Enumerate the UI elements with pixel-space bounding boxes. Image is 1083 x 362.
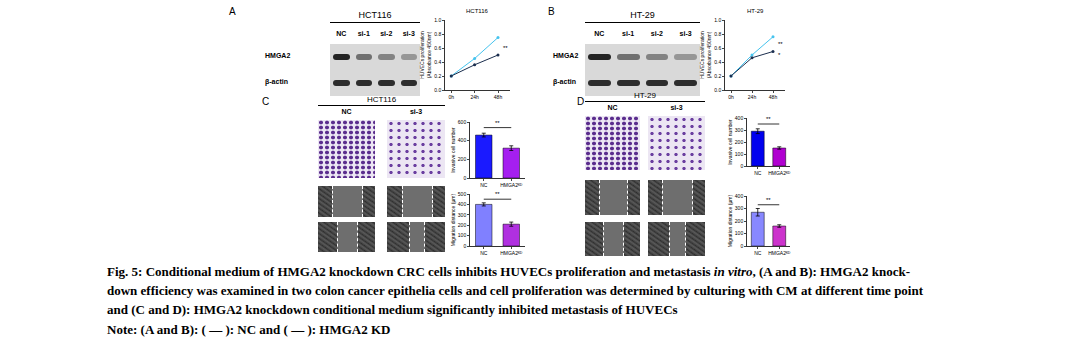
svg-text:**: ** [778,41,783,47]
html-text:NC: NC [336,30,347,37]
html-text:A: A [229,6,236,17]
svg-text:**: ** [766,116,771,122]
svg-text:0.0: 0.0 [434,87,441,93]
html-text:C: C [262,96,270,107]
svg-text:0h: 0h [448,94,454,100]
svg-text:500: 500 [458,191,467,197]
svg-text:HT-29: HT-29 [747,8,764,14]
svg-text:300: 300 [735,205,744,211]
svg-text:*: * [778,52,781,58]
svg-text:100: 100 [458,232,467,238]
svg-text:1.0: 1.0 [714,17,721,23]
html-text:HT-29: HT-29 [630,10,655,20]
svg-text:600: 600 [458,119,467,125]
html-text:HT-29: HT-29 [634,91,656,100]
svg-text:0h: 0h [728,94,734,100]
svg-text:0.0: 0.0 [714,87,721,93]
svg-text:**: ** [766,197,771,203]
svg-text:0.8: 0.8 [714,31,721,37]
svg-text:400: 400 [458,137,467,143]
html-text:si-2: si-2 [650,30,663,37]
html-text:HCT116: HCT116 [366,95,397,104]
svg-text:24h: 24h [470,94,479,100]
svg-text:0.2: 0.2 [434,73,441,79]
svg-text:HCT116: HCT116 [466,8,489,14]
svg-text:**: ** [495,120,500,126]
html-text:HMGA2: HMGA2 [265,52,291,59]
svg-text:200: 200 [458,222,467,228]
html-text:NC: NC [341,108,352,115]
svg-text:HUVECs proliferation(Absorbanc: HUVECs proliferation(Absorbance 450nm) [699,31,712,79]
html-text:HMGA2: HMGA2 [553,52,579,59]
html-text:Fig. 5: Conditional medium of: Fig. 5: Conditional medium of HMGA2 knoc… [107,264,910,279]
svg-text:1.0: 1.0 [434,17,441,23]
svg-text:200: 200 [735,139,744,145]
html-text:D: D [577,96,585,107]
html-text:NC: NC [594,30,605,37]
html-text:NC: NC [607,104,618,111]
svg-text:HMGA2ᴷᴰ: HMGA2ᴷᴰ [768,250,791,256]
svg-text:200: 200 [735,218,744,224]
html-text:HCT116: HCT116 [358,10,392,20]
html-text:B: B [548,6,555,17]
svg-text:0: 0 [740,243,743,249]
svg-text:0.2: 0.2 [714,73,721,79]
svg-text:0.6: 0.6 [714,45,721,51]
svg-text:100: 100 [735,151,744,157]
svg-text:48h: 48h [494,94,503,100]
svg-text:HMGA2ᴷᴰ: HMGA2ᴷᴰ [500,182,523,188]
html-text:si-3: si-3 [670,104,683,111]
svg-text:HMGA2ᴷᴰ: HMGA2ᴷᴰ [500,250,523,256]
svg-text:400: 400 [735,115,744,121]
svg-text:0.6: 0.6 [434,45,441,51]
svg-text:300: 300 [458,212,467,218]
svg-text:Invasive cell number: Invasive cell number [727,119,733,165]
svg-text:200: 200 [458,156,467,162]
html-text:down efficiency was examined i: down efficiency was examined in two colo… [107,283,923,298]
svg-text:0: 0 [463,175,466,181]
html-text:si-3: si-3 [679,30,692,37]
svg-text:48h: 48h [769,94,778,100]
svg-text:0.4: 0.4 [434,59,441,65]
svg-text:Migration distance (μm): Migration distance (μm) [727,194,733,247]
svg-text:NC: NC [754,170,762,176]
html-text:β-actin: β-actin [265,78,288,85]
html-text:si-3: si-3 [410,108,422,115]
svg-text:**: ** [503,45,508,51]
html-text:si-1: si-1 [622,30,635,37]
html-text:and (C and D): HMGA2 knockdown: and (C and D): HMGA2 knockdown condition… [107,302,678,317]
html-text:β-actin: β-actin [553,78,576,85]
svg-text:400: 400 [735,193,744,199]
svg-text:100: 100 [735,230,744,236]
svg-text:24h: 24h [748,94,757,100]
svg-text:0: 0 [463,243,466,249]
html-text:Note: (A and B): ( — ): NC and: Note: (A and B): ( — ): NC and ( — ): HM… [107,322,391,337]
svg-text:400: 400 [458,201,467,207]
html-text:si-2: si-2 [380,30,393,37]
svg-text:HUVECs proliferation(Absorbanc: HUVECs proliferation(Absorbance 450nm) [419,31,432,79]
svg-text:Migration distance (μm): Migration distance (μm) [450,193,456,246]
svg-text:0.8: 0.8 [434,31,441,37]
svg-text:Invasive cell number: Invasive cell number [450,127,456,173]
html-text:si-1: si-1 [357,30,370,37]
svg-text:**: ** [495,191,500,197]
svg-text:NC: NC [754,250,762,256]
html-text:si-3: si-3 [402,30,415,37]
svg-text:HMGA2ᴷᴰ: HMGA2ᴷᴰ [768,170,791,176]
svg-text:0.4: 0.4 [714,59,721,65]
svg-text:NC: NC [480,250,488,256]
svg-text:300: 300 [735,127,744,133]
svg-text:0: 0 [740,163,743,169]
svg-text:NC: NC [480,182,488,188]
